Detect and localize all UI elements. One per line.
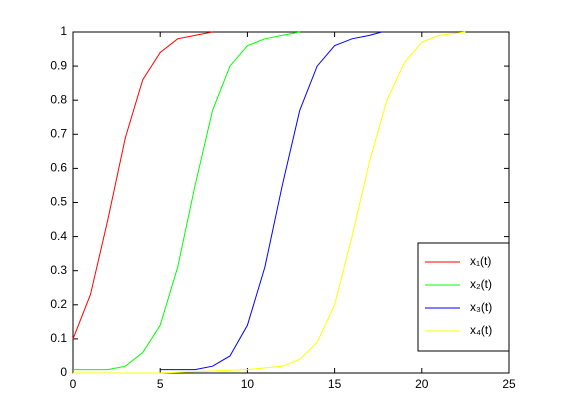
legend-label: x₁(t) — [470, 254, 491, 268]
x-tick-label: 0 — [70, 377, 77, 391]
y-tick-label: 0.1 — [50, 331, 67, 345]
y-tick-label: 0.7 — [50, 126, 67, 140]
x-tick-label: 20 — [415, 377, 429, 391]
data-line — [160, 31, 382, 371]
x-tick-label: 5 — [157, 377, 164, 391]
y-tick-label: 0.2 — [50, 297, 67, 311]
legend-box — [417, 242, 510, 352]
y-tick-label: 0.9 — [50, 58, 67, 72]
y-tick-label: 0.6 — [50, 161, 67, 175]
data-line — [73, 31, 300, 371]
y-tick-label: 0.8 — [50, 92, 67, 106]
y-tick-label: 0.5 — [50, 195, 67, 209]
x-tick-label: 15 — [328, 377, 342, 391]
data-line — [73, 31, 466, 374]
y-tick-label: 1 — [60, 24, 67, 38]
legend-label: x₂(t) — [470, 277, 492, 291]
legend-label: x₃(t) — [470, 300, 492, 314]
y-tick-label: 0.4 — [50, 229, 67, 243]
legend-label: x₄(t) — [470, 323, 492, 337]
y-tick-label: 0 — [60, 365, 67, 379]
y-tick-label: 0.3 — [50, 263, 67, 277]
x-tick-label: 10 — [241, 377, 255, 391]
x-tick-label: 25 — [502, 377, 516, 391]
data-line — [72, 31, 213, 340]
